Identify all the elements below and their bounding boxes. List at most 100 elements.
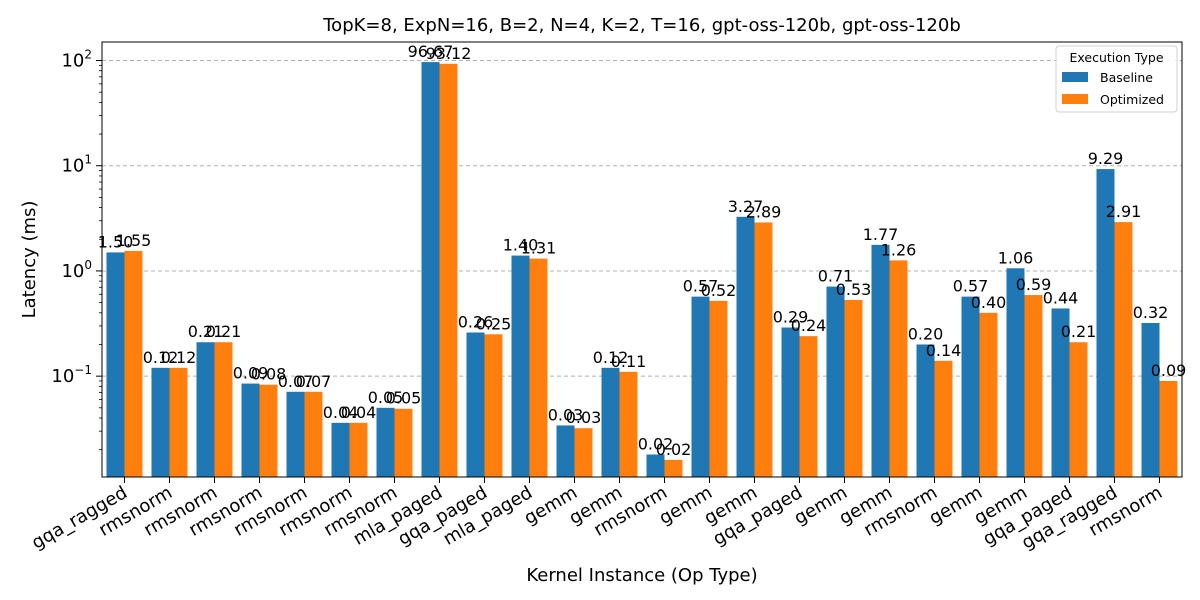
y-tick-label: 10−1	[51, 363, 92, 387]
bar-label-optimized-7: 93.12	[426, 44, 472, 63]
bar-label-baseline-9: 1.40	[503, 236, 539, 255]
bar-optimized-14	[754, 222, 773, 477]
bar-optimized-13	[709, 300, 728, 477]
bar-optimized-6	[394, 408, 413, 477]
bar-baseline-10	[556, 425, 575, 477]
grid-layer	[102, 60, 1182, 377]
bar-label-optimized-17: 1.26	[881, 240, 917, 259]
bar-baseline-20	[1006, 268, 1025, 477]
bar-baseline-13	[691, 296, 710, 477]
bar-baseline-16	[826, 286, 845, 477]
legend-title: Execution Type	[1069, 50, 1163, 65]
bar-baseline-17	[871, 244, 890, 477]
bar-label-optimized-1: 0.12	[161, 348, 197, 367]
y-axis: 10−1 100 101 102	[51, 48, 102, 451]
bar-optimized-10	[574, 428, 593, 477]
bar-label-baseline-10: 0.03	[548, 405, 584, 424]
bar-label-baseline-16: 0.71	[818, 267, 854, 286]
bar-label-optimized-5: 0.04	[341, 403, 377, 422]
bar-optimized-3	[259, 384, 278, 477]
bar-label-baseline-5: 0.04	[323, 403, 359, 422]
bar-baseline-1	[151, 367, 170, 477]
bar-label-baseline-12: 0.02	[638, 434, 674, 453]
bar-label-baseline-13: 0.57	[683, 277, 719, 296]
bar-baseline-21	[1051, 308, 1070, 477]
legend-swatch-optimized	[1062, 94, 1088, 104]
bar-baseline-5	[331, 422, 350, 477]
bar-baseline-19	[961, 296, 980, 477]
bar-label-baseline-22: 9.29	[1088, 149, 1124, 168]
bar-baseline-18	[916, 344, 935, 477]
bar-optimized-21	[1069, 342, 1088, 477]
bar-label-optimized-20: 0.59	[1016, 275, 1052, 294]
chart-title: TopK=8, ExpN=16, B=2, N=4, K=2, T=16, gp…	[322, 15, 961, 36]
bar-label-optimized-6: 0.05	[386, 389, 422, 408]
bar-label-baseline-8: 0.26	[458, 312, 494, 331]
bar-label-optimized-16: 0.53	[836, 280, 872, 299]
bar-baseline-9	[511, 255, 530, 477]
bar-optimized-7	[439, 63, 458, 478]
bar-optimized-0	[124, 250, 143, 477]
bar-optimized-1	[169, 367, 188, 477]
bar-baseline-11	[601, 367, 620, 477]
bar-baseline-8	[466, 332, 485, 477]
legend-swatch-baseline	[1062, 72, 1088, 82]
y-tick-label: 102	[61, 48, 92, 72]
bar-label-optimized-18: 0.14	[926, 341, 962, 360]
bar-optimized-8	[484, 334, 503, 477]
plot-frame	[101, 41, 1183, 478]
bar-baseline-23	[1141, 323, 1160, 477]
bar-label-baseline-20: 1.06	[998, 248, 1034, 267]
bar-baseline-12	[646, 454, 665, 477]
bar-label-optimized-4: 0.07	[296, 372, 332, 391]
bar-baseline-3	[241, 383, 260, 477]
bar-label-baseline-2: 0.21	[188, 322, 224, 341]
bar-label-optimized-21: 0.21	[1061, 322, 1097, 341]
bar-optimized-16	[844, 299, 863, 477]
bar-label-optimized-3: 0.08	[251, 365, 287, 384]
y-axis-label: Latency (ms)	[19, 201, 40, 319]
bar-label-baseline-23: 0.32	[1133, 303, 1169, 322]
bar-baseline-6	[376, 407, 395, 477]
bar-label-optimized-22: 2.91	[1106, 202, 1142, 221]
bar-baseline-7	[421, 62, 440, 477]
bar-label-optimized-8: 0.25	[476, 314, 512, 333]
bar-optimized-20	[1024, 295, 1043, 477]
bar-label-optimized-11: 0.11	[611, 352, 647, 371]
bars-layer	[106, 62, 1178, 478]
bar-optimized-4	[304, 391, 323, 477]
bar-baseline-14	[736, 216, 755, 477]
bar-labels-layer: 1.500.120.210.09 0.070.040.0596.670.261.4…	[98, 42, 1187, 459]
x-axis-label: Kernel Instance (Op Type)	[526, 565, 757, 586]
bar-label-baseline-11: 0.12	[593, 348, 629, 367]
bar-label-optimized-13: 0.52	[701, 281, 737, 300]
bar-optimized-19	[979, 312, 998, 477]
bar-optimized-17	[889, 260, 908, 477]
bar-label-baseline-6: 0.05	[368, 388, 404, 407]
bar-baseline-0	[106, 252, 125, 477]
bar-optimized-5	[349, 422, 368, 477]
legend-label-baseline: Baseline	[1100, 70, 1153, 85]
y-tick-label: 101	[61, 153, 92, 177]
bar-label-baseline-4: 0.07	[278, 372, 314, 391]
bar-optimized-2	[214, 342, 233, 477]
bar-label-optimized-0: 1.55	[116, 231, 152, 250]
bar-label-baseline-14: 3.27	[728, 197, 764, 216]
bar-label-optimized-9: 1.31	[521, 239, 557, 258]
bar-label-baseline-7: 96.67	[408, 42, 454, 61]
bar-label-optimized-2: 0.21	[206, 322, 242, 341]
bar-label-baseline-19: 0.57	[953, 277, 989, 296]
bar-optimized-11	[619, 371, 638, 477]
bar-label-optimized-19: 0.40	[971, 293, 1007, 312]
bar-label-baseline-21: 0.44	[1043, 288, 1079, 307]
bar-label-optimized-15: 0.24	[791, 316, 827, 335]
bar-baseline-4	[286, 391, 305, 477]
bar-label-baseline-1: 0.12	[143, 348, 179, 367]
bar-optimized-12	[664, 459, 683, 477]
bar-label-optimized-12: 0.02	[656, 440, 692, 459]
bar-baseline-22	[1096, 169, 1115, 478]
legend: Execution Type Baseline Optimized	[1055, 45, 1178, 113]
bar-label-baseline-18: 0.20	[908, 324, 944, 343]
